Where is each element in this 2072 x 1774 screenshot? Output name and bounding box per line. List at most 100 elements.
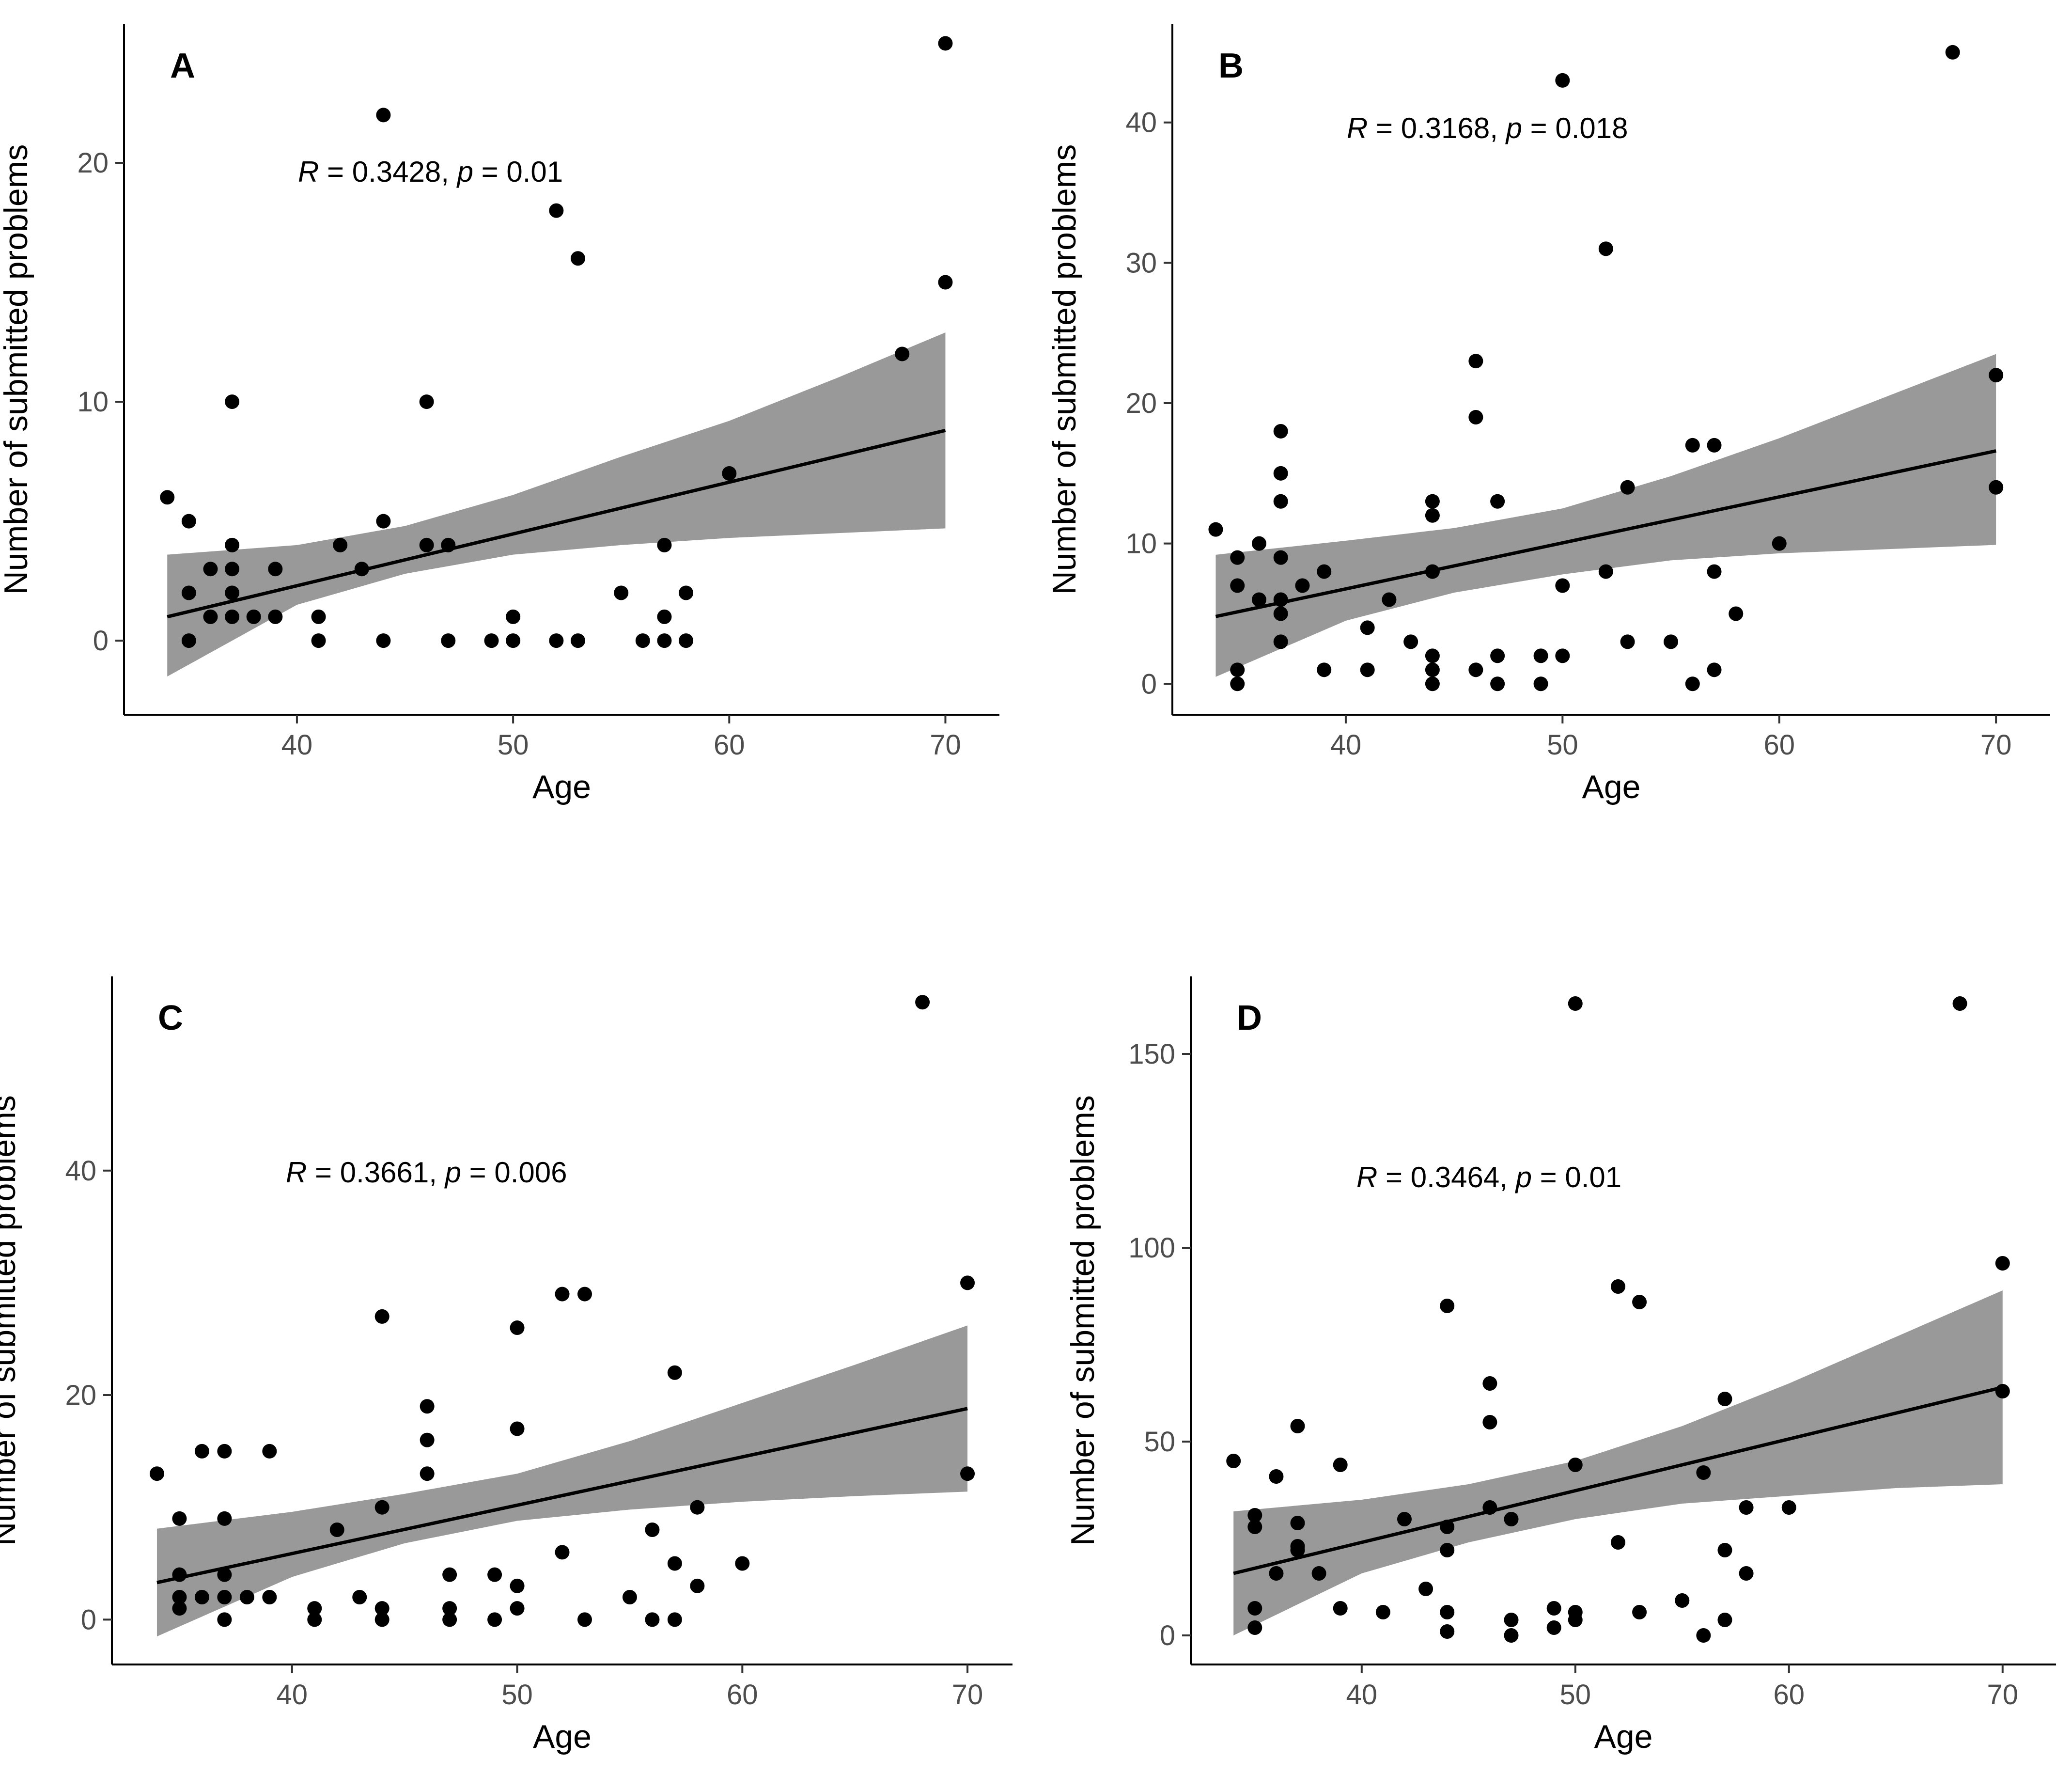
data-point: [225, 394, 240, 409]
panel-label: A: [170, 47, 195, 85]
data-point: [225, 562, 240, 577]
y-axis-title: Number of submitted problems: [1064, 1095, 1101, 1546]
data-point: [1989, 480, 2004, 495]
data-point: [1568, 1458, 1583, 1472]
data-point: [1247, 1601, 1262, 1616]
data-point: [506, 633, 521, 648]
data-point: [239, 1590, 254, 1605]
data-point: [419, 394, 434, 409]
data-point: [374, 1601, 389, 1616]
data-point: [722, 466, 737, 481]
data-point: [194, 1590, 209, 1605]
data-point: [1568, 1613, 1583, 1627]
data-point: [1707, 438, 1722, 453]
data-point: [1555, 648, 1570, 663]
data-point: [1333, 1458, 1348, 1472]
data-point: [1468, 662, 1483, 677]
data-point: [1468, 409, 1483, 424]
data-point: [311, 633, 326, 648]
data-point: [510, 1578, 525, 1593]
data-point: [1333, 1601, 1348, 1616]
data-point: [1620, 480, 1635, 495]
data-point: [895, 346, 910, 361]
x-axis-title: Age: [1594, 1718, 1653, 1755]
data-point: [657, 633, 672, 648]
data-point: [217, 1567, 232, 1582]
data-point: [577, 1612, 592, 1627]
x-tick-label: 40: [1346, 1679, 1378, 1711]
data-point: [354, 562, 369, 577]
data-point: [1685, 676, 1700, 691]
data-point: [1482, 1415, 1497, 1429]
data-point: [1482, 1500, 1497, 1515]
data-point: [1230, 662, 1245, 677]
data-point: [645, 1612, 660, 1627]
x-axis-title: Age: [532, 769, 591, 805]
correlation-annotation: R = 0.3428, p = 0.01: [298, 156, 563, 188]
data-point: [1504, 1512, 1519, 1526]
data-point: [311, 609, 326, 624]
data-point: [570, 251, 585, 266]
data-point: [172, 1590, 187, 1605]
data-point: [622, 1590, 637, 1605]
data-point: [172, 1511, 187, 1526]
data-point: [1739, 1500, 1754, 1515]
data-point: [645, 1523, 660, 1538]
data-point: [374, 1612, 389, 1627]
data-point: [555, 1287, 570, 1302]
y-tick-label: 20: [77, 147, 109, 179]
data-point: [1290, 1419, 1305, 1433]
data-point: [181, 633, 196, 648]
data-point: [510, 1320, 525, 1335]
y-tick-label: 0: [93, 625, 109, 657]
data-point: [1230, 550, 1245, 565]
data-point: [938, 36, 953, 51]
data-point: [225, 537, 240, 552]
data-point: [1610, 1279, 1625, 1294]
panel-b: 40 50 60 70 0 10 20 30 40 Age Number of submitted …: [1046, 24, 2050, 805]
y-tick-label: 10: [77, 386, 109, 418]
data-point: [506, 609, 521, 624]
confidence-band: [167, 332, 946, 677]
data-point: [181, 514, 196, 529]
data-point: [441, 633, 456, 648]
data-point: [262, 1590, 277, 1605]
x-tick-label: 60: [714, 729, 745, 761]
data-point: [679, 585, 694, 600]
data-point: [915, 995, 930, 1010]
data-point: [1490, 676, 1505, 691]
data-point: [1425, 676, 1440, 691]
data-point: [225, 609, 240, 624]
x-tick-label: 40: [281, 729, 313, 761]
data-point: [1273, 494, 1288, 509]
data-point: [1290, 1543, 1305, 1557]
y-tick-label: 20: [65, 1380, 96, 1411]
data-point: [1952, 996, 1967, 1011]
data-point: [1440, 1520, 1455, 1534]
x-tick-label: 70: [952, 1679, 983, 1711]
regression-line: [1233, 1385, 2003, 1575]
data-point: [217, 1612, 232, 1627]
data-point: [1620, 634, 1635, 649]
data-point: [1425, 508, 1440, 523]
data-point: [1273, 634, 1288, 649]
data-point: [1675, 1593, 1690, 1608]
y-tick-label: 0: [81, 1604, 96, 1635]
confidence-band: [156, 1325, 968, 1637]
x-axis-title: Age: [1582, 769, 1641, 805]
data-point: [1729, 606, 1744, 621]
y-axis-title: Number of submitted problems: [0, 1095, 22, 1546]
data-point: [225, 585, 240, 600]
data-point: [442, 1601, 457, 1616]
y-tick-label: 0: [1141, 668, 1157, 700]
data-point: [1555, 578, 1570, 593]
data-point: [1375, 1605, 1390, 1619]
y-tick-label: 50: [1144, 1426, 1175, 1458]
data-point: [1504, 1613, 1519, 1627]
data-point: [1546, 1601, 1561, 1616]
data-point: [690, 1578, 705, 1593]
x-tick-label: 60: [727, 1679, 758, 1711]
panel-a: 40 50 60 70 0 10 20 Age Number of submitted prob…: [0, 24, 999, 805]
data-point: [217, 1444, 232, 1459]
data-point: [1247, 1620, 1262, 1635]
